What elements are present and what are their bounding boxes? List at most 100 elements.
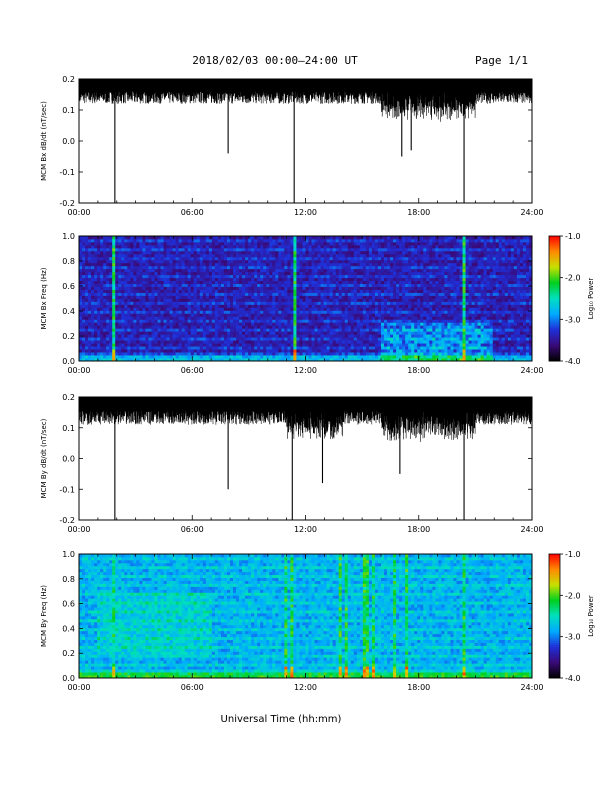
spectrogram-cell — [368, 262, 373, 267]
spectrogram-cell — [305, 271, 309, 276]
spectrogram-cell — [145, 241, 149, 246]
spectrogram-cell — [402, 340, 406, 344]
spectrogram-cell — [356, 331, 361, 335]
spectrogram-cell — [236, 250, 240, 255]
spectrogram-cell — [109, 247, 113, 252]
spectrogram-cell — [374, 313, 379, 317]
spectrogram-cell — [106, 334, 110, 338]
spectrogram-cell — [305, 331, 309, 335]
spectrogram-cell — [151, 271, 155, 276]
spectrogram-cell — [390, 238, 394, 243]
spectrogram-cell — [193, 277, 198, 282]
spectrogram-cell — [344, 265, 349, 270]
spectrogram-cell — [106, 307, 110, 311]
spectrogram-cell — [236, 238, 240, 243]
spectrogram-cell — [145, 319, 149, 323]
spectrogram-cell — [323, 262, 328, 267]
spectrogram-cell — [296, 277, 300, 282]
spectrogram-cell — [148, 358, 152, 362]
spectrogram-cell — [133, 247, 137, 252]
spectrogram-cell — [214, 259, 219, 264]
spectrogram-cell — [181, 250, 186, 255]
spectrogram-cell — [91, 286, 95, 290]
spectrogram-cell — [317, 295, 321, 299]
spectrogram-cell — [248, 259, 252, 264]
spectrogram-cell — [97, 310, 101, 314]
spectrogram-cell — [242, 325, 246, 329]
spectrogram-cell — [187, 280, 192, 285]
spectrogram-cell — [199, 247, 204, 252]
spectrogram-cell — [160, 298, 164, 302]
spectrogram-cell — [281, 337, 285, 341]
spectrogram-cell — [257, 253, 261, 258]
spectrogram-cell — [112, 355, 116, 359]
spectrogram-cell — [133, 286, 137, 290]
spectrogram-cell — [275, 313, 279, 317]
spectrogram-cell — [100, 358, 104, 362]
spectrogram-cell — [359, 325, 364, 329]
spectrogram-cell — [127, 331, 131, 335]
spectrogram-cell — [169, 244, 174, 249]
spectrogram-cell — [314, 307, 318, 311]
spectrogram-cell — [311, 283, 315, 287]
spectrogram-cell — [260, 304, 264, 308]
spectrogram-cell — [242, 283, 246, 287]
spectrogram-cell — [136, 343, 140, 347]
spectrogram-cell — [314, 250, 318, 255]
spectrogram-cell — [103, 346, 107, 350]
spectrogram-cell — [196, 298, 201, 302]
spectrogram-cell — [109, 325, 113, 329]
spectrogram-cell — [196, 328, 201, 332]
spectrogram-cell — [205, 343, 210, 347]
spectrogram-cell — [290, 286, 294, 290]
spectrogram-cell — [317, 280, 321, 285]
spectrogram-cell — [272, 236, 276, 240]
spectrogram-cell — [260, 328, 264, 332]
spectrogram-cell — [278, 352, 282, 356]
spectrogram-cell — [290, 352, 294, 356]
spectrogram-cell — [115, 352, 119, 356]
spectrogram-cell — [266, 319, 270, 323]
spectrogram-cell — [136, 322, 140, 326]
spectrogram-cell — [263, 280, 267, 285]
spectrogram-cell — [214, 316, 219, 320]
spectrogram-cell — [278, 259, 282, 264]
spectrogram-cell — [85, 277, 89, 282]
spectrogram-cell — [208, 343, 213, 347]
spectrogram-cell — [390, 313, 394, 317]
spectrogram-cell — [377, 259, 382, 264]
spectrogram-cell — [248, 268, 252, 273]
spectrogram-cell — [208, 259, 213, 264]
spectrogram-cell — [236, 340, 240, 344]
spectrogram-cell — [127, 289, 131, 293]
spectrogram-cell — [272, 343, 276, 347]
spectrogram-cell — [242, 292, 246, 296]
spectrogram-cell — [139, 298, 143, 302]
spectrogram-cell — [381, 349, 385, 353]
spectrogram-cell — [130, 283, 134, 287]
spectrogram-cell — [387, 304, 391, 308]
spectrogram-cell — [353, 319, 358, 323]
spectrogram-cell — [145, 238, 149, 243]
spectrogram-cell — [223, 253, 228, 258]
spectrogram-cell — [317, 241, 321, 246]
spectrogram-cell — [411, 319, 415, 323]
spectrogram-cell — [344, 250, 349, 255]
spectrogram-cell — [100, 325, 104, 329]
spectrogram-cell — [124, 304, 128, 308]
spectrogram-cell — [314, 313, 318, 317]
spectrogram-cell — [341, 337, 346, 341]
spectrogram-cell — [335, 241, 340, 246]
spectrogram-cell — [112, 268, 116, 273]
spectrogram-cell — [112, 307, 116, 311]
spectrogram-cell — [196, 304, 201, 308]
spectrogram-cell — [326, 358, 331, 362]
spectrogram-cell — [199, 337, 204, 341]
spectrogram-cell — [154, 241, 158, 246]
spectrogram-cell — [142, 238, 146, 243]
spectrogram-cell — [239, 280, 243, 285]
spectrogram-cell — [359, 334, 364, 338]
spectrogram-cell — [284, 274, 288, 279]
spectrogram-cell — [326, 310, 331, 314]
spectrogram-cell — [335, 250, 340, 255]
